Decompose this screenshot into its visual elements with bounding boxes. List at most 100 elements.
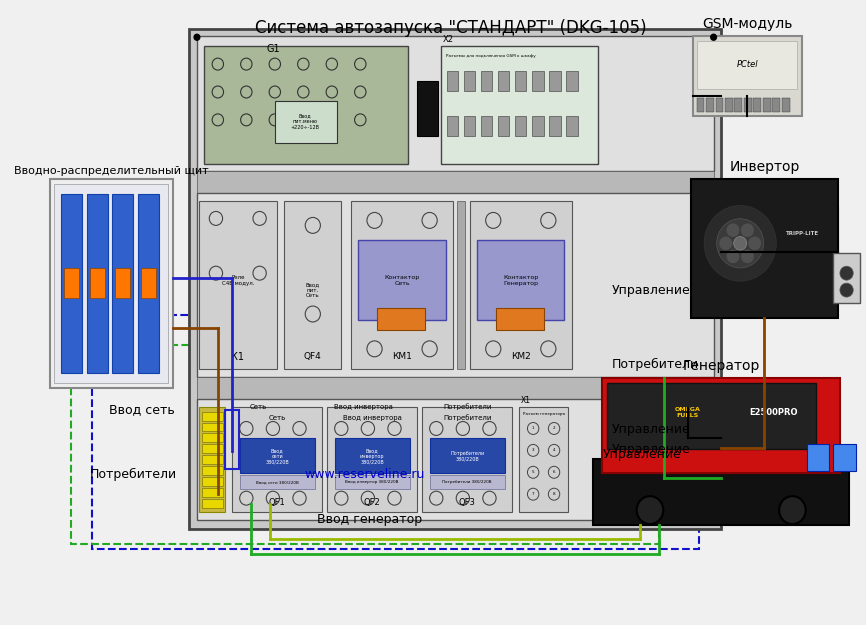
Bar	[202, 434, 223, 442]
Bar	[378, 308, 425, 330]
Bar	[481, 71, 492, 91]
Bar	[359, 241, 446, 320]
Bar	[138, 194, 159, 372]
Bar	[782, 98, 790, 112]
Text: Реле
С4В модул.: Реле С4В модул.	[222, 275, 254, 286]
Bar	[89, 268, 105, 298]
Bar	[498, 71, 509, 91]
Bar	[496, 308, 544, 330]
Bar	[464, 71, 475, 91]
Bar	[457, 201, 465, 369]
Bar	[691, 179, 838, 318]
Bar	[566, 71, 578, 91]
Bar	[202, 466, 223, 475]
Bar	[87, 194, 107, 372]
Text: Ввод
пит.меню
+220÷-12В: Ввод пит.меню +220÷-12В	[291, 114, 320, 130]
Bar	[64, 268, 79, 298]
Bar	[697, 41, 798, 89]
Bar	[593, 459, 850, 525]
Text: 5: 5	[532, 470, 534, 474]
Bar	[202, 444, 223, 453]
Bar	[275, 101, 337, 142]
Text: Ввод сеть: Ввод сеть	[109, 403, 175, 416]
Bar	[197, 36, 714, 171]
Text: 7: 7	[532, 492, 534, 496]
Text: Сеть: Сеть	[250, 404, 268, 409]
Bar	[430, 475, 505, 489]
Bar	[240, 475, 314, 489]
Text: PCtel: PCtel	[736, 59, 758, 69]
Bar	[351, 201, 454, 369]
Bar	[753, 98, 761, 112]
Bar	[447, 116, 458, 136]
Text: Управление: Управление	[603, 448, 682, 461]
Text: www.reserveline.ru: www.reserveline.ru	[305, 468, 425, 481]
Text: Генератор: Генератор	[682, 359, 759, 372]
Text: Ввод
пит.
Сеть: Ввод пит. Сеть	[306, 282, 320, 298]
Bar	[202, 422, 223, 431]
Text: Управление: Управление	[612, 284, 691, 297]
Text: Потребители: Потребители	[443, 404, 492, 411]
Bar	[706, 98, 714, 112]
Bar	[197, 377, 714, 399]
Circle shape	[748, 236, 761, 250]
Bar	[334, 475, 410, 489]
Bar	[549, 71, 560, 91]
Text: Ввод
сети
380/220В: Ввод сети 380/220В	[265, 448, 289, 464]
Bar	[693, 36, 802, 116]
Text: QF2: QF2	[364, 498, 380, 507]
Circle shape	[741, 223, 754, 237]
Text: Ввод инвертора: Ввод инвертора	[333, 404, 392, 409]
Bar	[464, 116, 475, 136]
Bar	[197, 399, 714, 520]
Bar	[61, 194, 82, 372]
Bar	[696, 98, 704, 112]
Circle shape	[711, 34, 716, 40]
Bar	[744, 98, 752, 112]
Text: QF1: QF1	[268, 498, 286, 507]
Text: Ввод генератор: Ввод генератор	[317, 512, 423, 526]
Bar	[533, 116, 544, 136]
Text: КМ2: КМ2	[511, 352, 531, 361]
Text: Контактор
Сеть: Контактор Сеть	[385, 275, 420, 286]
Bar	[447, 71, 458, 91]
Text: 6: 6	[553, 470, 555, 474]
Circle shape	[704, 206, 776, 281]
Bar	[763, 98, 771, 112]
Text: G1: G1	[266, 44, 280, 54]
Text: Инвертор: Инвертор	[729, 159, 799, 174]
Text: QF4: QF4	[304, 352, 321, 361]
Bar	[202, 488, 223, 497]
Circle shape	[840, 283, 853, 297]
Bar	[334, 439, 410, 473]
Text: Ввод инвертор 380/220В: Ввод инвертор 380/220В	[346, 480, 399, 484]
Bar	[71, 345, 660, 544]
Bar	[113, 194, 133, 372]
Text: КМ1: КМ1	[392, 352, 412, 361]
Bar	[204, 46, 408, 164]
Bar	[202, 411, 223, 421]
Bar	[566, 116, 578, 136]
Text: X2: X2	[443, 35, 454, 44]
Bar	[515, 116, 527, 136]
Bar	[422, 407, 513, 512]
Text: Ввод сети 380/220В: Ввод сети 380/220В	[255, 480, 299, 484]
Bar	[469, 201, 572, 369]
Text: Вводно-распределительный щит: Вводно-распределительный щит	[14, 166, 209, 176]
Bar	[519, 407, 568, 512]
Bar	[833, 444, 856, 471]
Text: Разъемы для подключения GSM к шкафу: Разъемы для подключения GSM к шкафу	[446, 54, 535, 58]
Bar	[441, 46, 598, 164]
Text: Система автозапуска "СТАНДАРТ" (DKG-105): Система автозапуска "СТАНДАРТ" (DKG-105)	[255, 19, 646, 38]
Bar	[477, 241, 565, 320]
Bar	[734, 98, 742, 112]
Text: Ввод инвертора: Ввод инвертора	[343, 414, 402, 421]
Bar	[49, 179, 173, 388]
Text: 4: 4	[553, 448, 555, 452]
Bar	[240, 439, 314, 473]
Bar	[515, 71, 527, 91]
Bar	[92, 315, 700, 549]
Bar	[715, 98, 723, 112]
Text: Управление: Управление	[612, 423, 691, 436]
Text: К1: К1	[231, 352, 244, 362]
